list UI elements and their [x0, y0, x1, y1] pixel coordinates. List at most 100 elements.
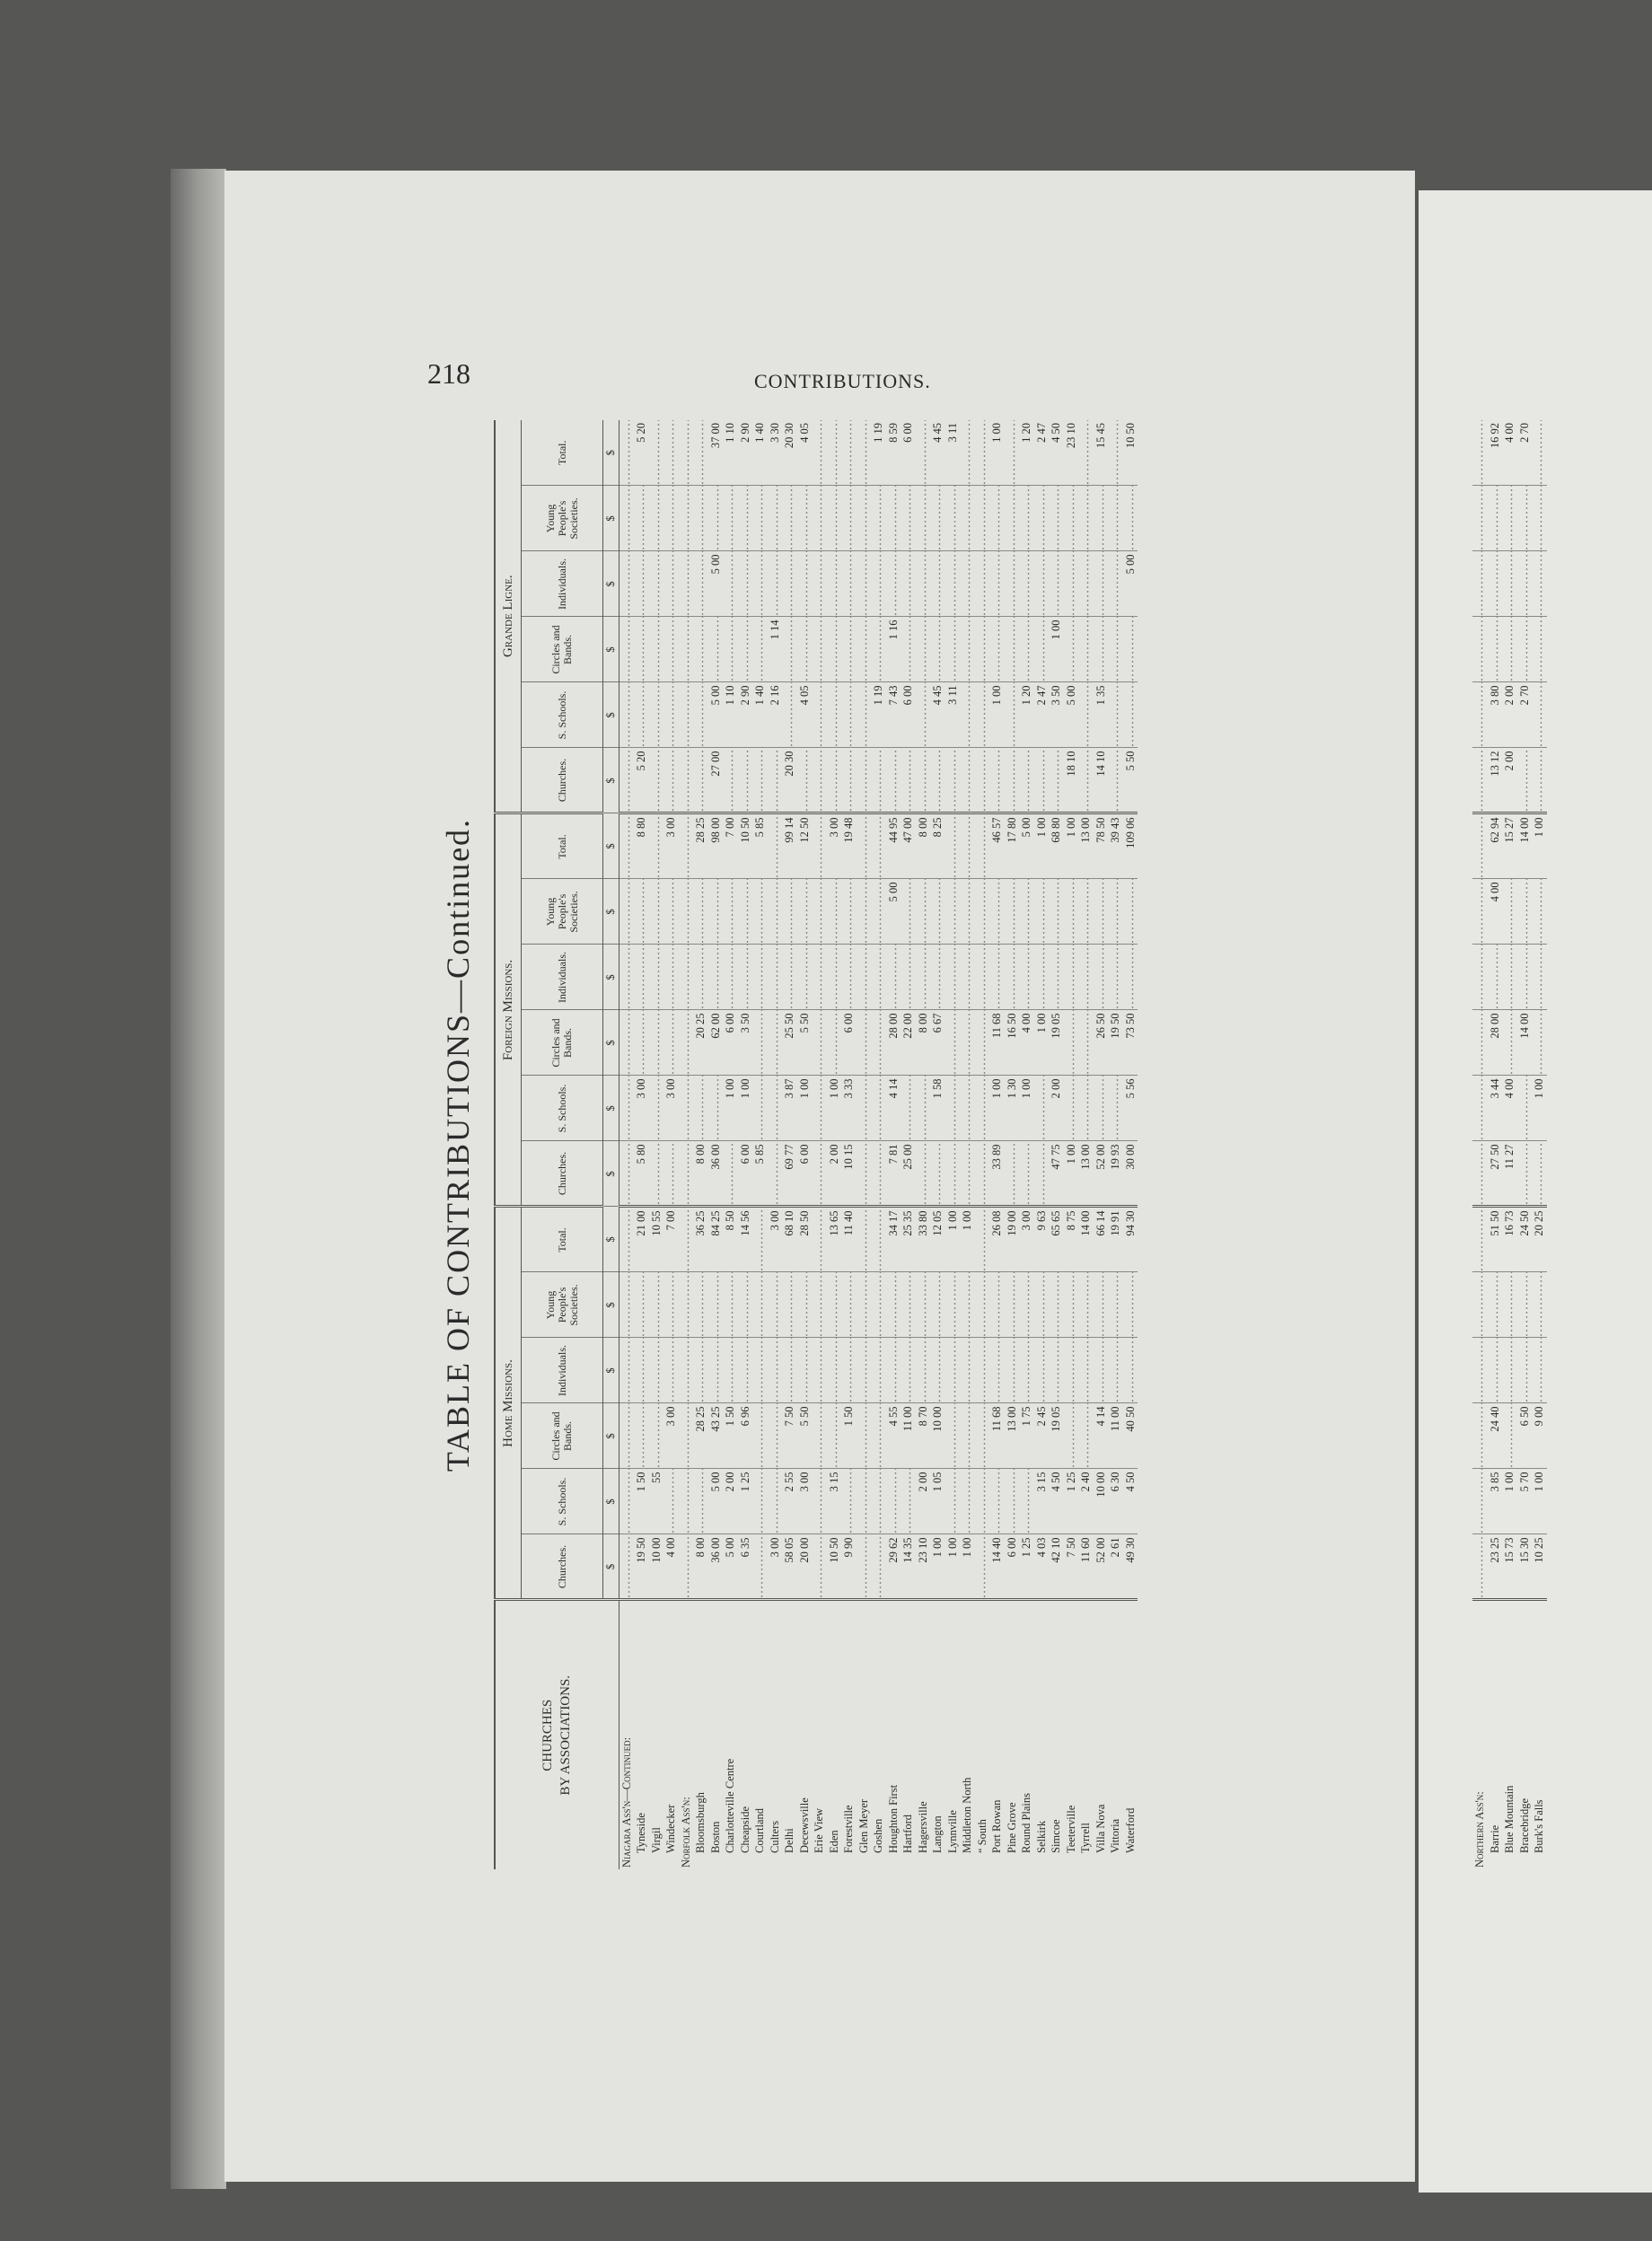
- empty-cell: [723, 486, 738, 551]
- empty-cell: [767, 1469, 782, 1534]
- empty-cell: [782, 1338, 797, 1403]
- group-header: Foreign Missions.: [495, 813, 522, 1207]
- amount: 23 10: [1063, 419, 1078, 486]
- empty-cell: [1487, 551, 1502, 617]
- amount: 84 25: [707, 1207, 723, 1272]
- empty-cell: [1487, 1338, 1502, 1403]
- empty-cell: [930, 1272, 945, 1338]
- church-row: Blue Mountain 15 73 1 00 16 73 11 27 4 00 15 2…: [1502, 420, 1517, 1869]
- amount: 11 27: [1502, 1141, 1517, 1207]
- empty-cell: [826, 419, 841, 486]
- currency-sign: $: [602, 419, 619, 486]
- empty-cell: [812, 1272, 827, 1338]
- empty-cell: [663, 1010, 679, 1076]
- empty-cell: [1472, 1207, 1488, 1272]
- currency-sign: $: [602, 1207, 619, 1272]
- empty-cell: [648, 1403, 663, 1469]
- section-row: Northern Ass'n:: [1472, 420, 1488, 1869]
- empty-cell: [648, 486, 663, 551]
- amount: 1 00: [1019, 1076, 1034, 1141]
- empty-cell: [1502, 551, 1517, 617]
- amount: 1 10: [723, 419, 738, 486]
- empty-cell: [648, 1010, 663, 1076]
- empty-cell: [930, 879, 945, 945]
- empty-cell: [1033, 1338, 1049, 1403]
- currency-sign: $: [602, 1469, 619, 1534]
- empty-cell: [1078, 1338, 1094, 1403]
- empty-cell: [1516, 1272, 1532, 1338]
- empty-cell: [663, 419, 679, 486]
- empty-cell: [945, 748, 960, 813]
- amount: 1 10: [723, 682, 738, 748]
- amount: 1 00: [1502, 1469, 1517, 1534]
- amount: 3 00: [663, 1403, 679, 1469]
- church-row: Cheapside 6 35 1 25 6 96 14 56 6 00 1 00 3 50 10…: [737, 419, 752, 1869]
- column-header: Total.: [521, 419, 603, 486]
- empty-cell: [974, 551, 989, 617]
- amount: 1 00: [1532, 813, 1547, 879]
- amount: 1 00: [1033, 813, 1049, 879]
- empty-cell: [752, 617, 768, 682]
- amount: 18 10: [1063, 748, 1078, 813]
- amount: 11 68: [989, 1010, 1005, 1076]
- empty-cell: [737, 945, 752, 1010]
- empty-cell: [989, 879, 1005, 945]
- empty-cell: [767, 1338, 782, 1403]
- amount: 4 45: [930, 419, 945, 486]
- empty-cell: [707, 617, 723, 682]
- empty-cell: [945, 617, 960, 682]
- church-name: Cheapside: [737, 1600, 752, 1869]
- empty-cell: [945, 813, 960, 879]
- empty-cell: [752, 1010, 768, 1076]
- amount: 19 91: [1108, 1207, 1123, 1272]
- church-row: Hagersville 23 10 2 00 8 70 33 80 8 00 8 00: [915, 419, 930, 1869]
- empty-cell: [812, 748, 827, 813]
- empty-cell: [974, 682, 989, 748]
- amount: 4 55: [885, 1403, 901, 1469]
- empty-cell: [1063, 1338, 1078, 1403]
- church-row: Langton 1 00 1 05 10 00 12 05 1 58 6 67 8 25 4 4…: [930, 419, 945, 1869]
- empty-cell: [1049, 748, 1064, 813]
- church-row: Boston 36 00 5 00 43 25 84 25 36 00 62 00 98 00…: [707, 419, 723, 1869]
- amount: 4 00: [1502, 1076, 1517, 1141]
- empty-cell: [782, 879, 797, 945]
- amount: 1 00: [945, 1534, 960, 1600]
- empty-cell: [812, 486, 827, 551]
- amount: 2 45: [1033, 1403, 1049, 1469]
- empty-cell: [871, 1207, 886, 1272]
- empty-cell: [1004, 486, 1019, 551]
- empty-cell: [1108, 945, 1123, 1010]
- empty-cell: [1093, 1272, 1108, 1338]
- amount: 3 00: [1019, 1207, 1034, 1272]
- empty-cell: [841, 551, 857, 617]
- empty-cell: [915, 419, 930, 486]
- empty-cell: [663, 1141, 679, 1207]
- amount: 33 89: [989, 1141, 1005, 1207]
- empty-cell: [648, 682, 663, 748]
- empty-cell: [1532, 420, 1547, 486]
- empty-cell: [678, 1338, 693, 1403]
- amount: 37 00: [707, 419, 723, 486]
- church-name: Charlotteville Centre: [723, 1600, 738, 1869]
- column-header: Churches.: [521, 1141, 603, 1207]
- amount: 7 00: [663, 1207, 679, 1272]
- empty-cell: [1033, 1272, 1049, 1338]
- amount: 4 14: [1093, 1403, 1108, 1469]
- empty-cell: [945, 1272, 960, 1338]
- empty-cell: [1033, 748, 1049, 813]
- empty-cell: [915, 617, 930, 682]
- empty-cell: [1004, 1469, 1019, 1534]
- empty-cell: [1472, 551, 1488, 617]
- empty-cell: [1049, 879, 1064, 945]
- amount: 40 50: [1122, 1403, 1138, 1469]
- empty-cell: [856, 617, 871, 682]
- amount: 8 00: [915, 813, 930, 879]
- church-name: Courtland: [752, 1600, 768, 1869]
- church-name: Delhi: [782, 1600, 797, 1869]
- amount: 3 33: [841, 1076, 857, 1141]
- amount: 15 73: [1502, 1534, 1517, 1600]
- empty-cell: [1033, 486, 1049, 551]
- amount: 23 25: [1487, 1534, 1502, 1600]
- amount: 6 00: [841, 1010, 857, 1076]
- amount: 52 00: [1093, 1534, 1108, 1600]
